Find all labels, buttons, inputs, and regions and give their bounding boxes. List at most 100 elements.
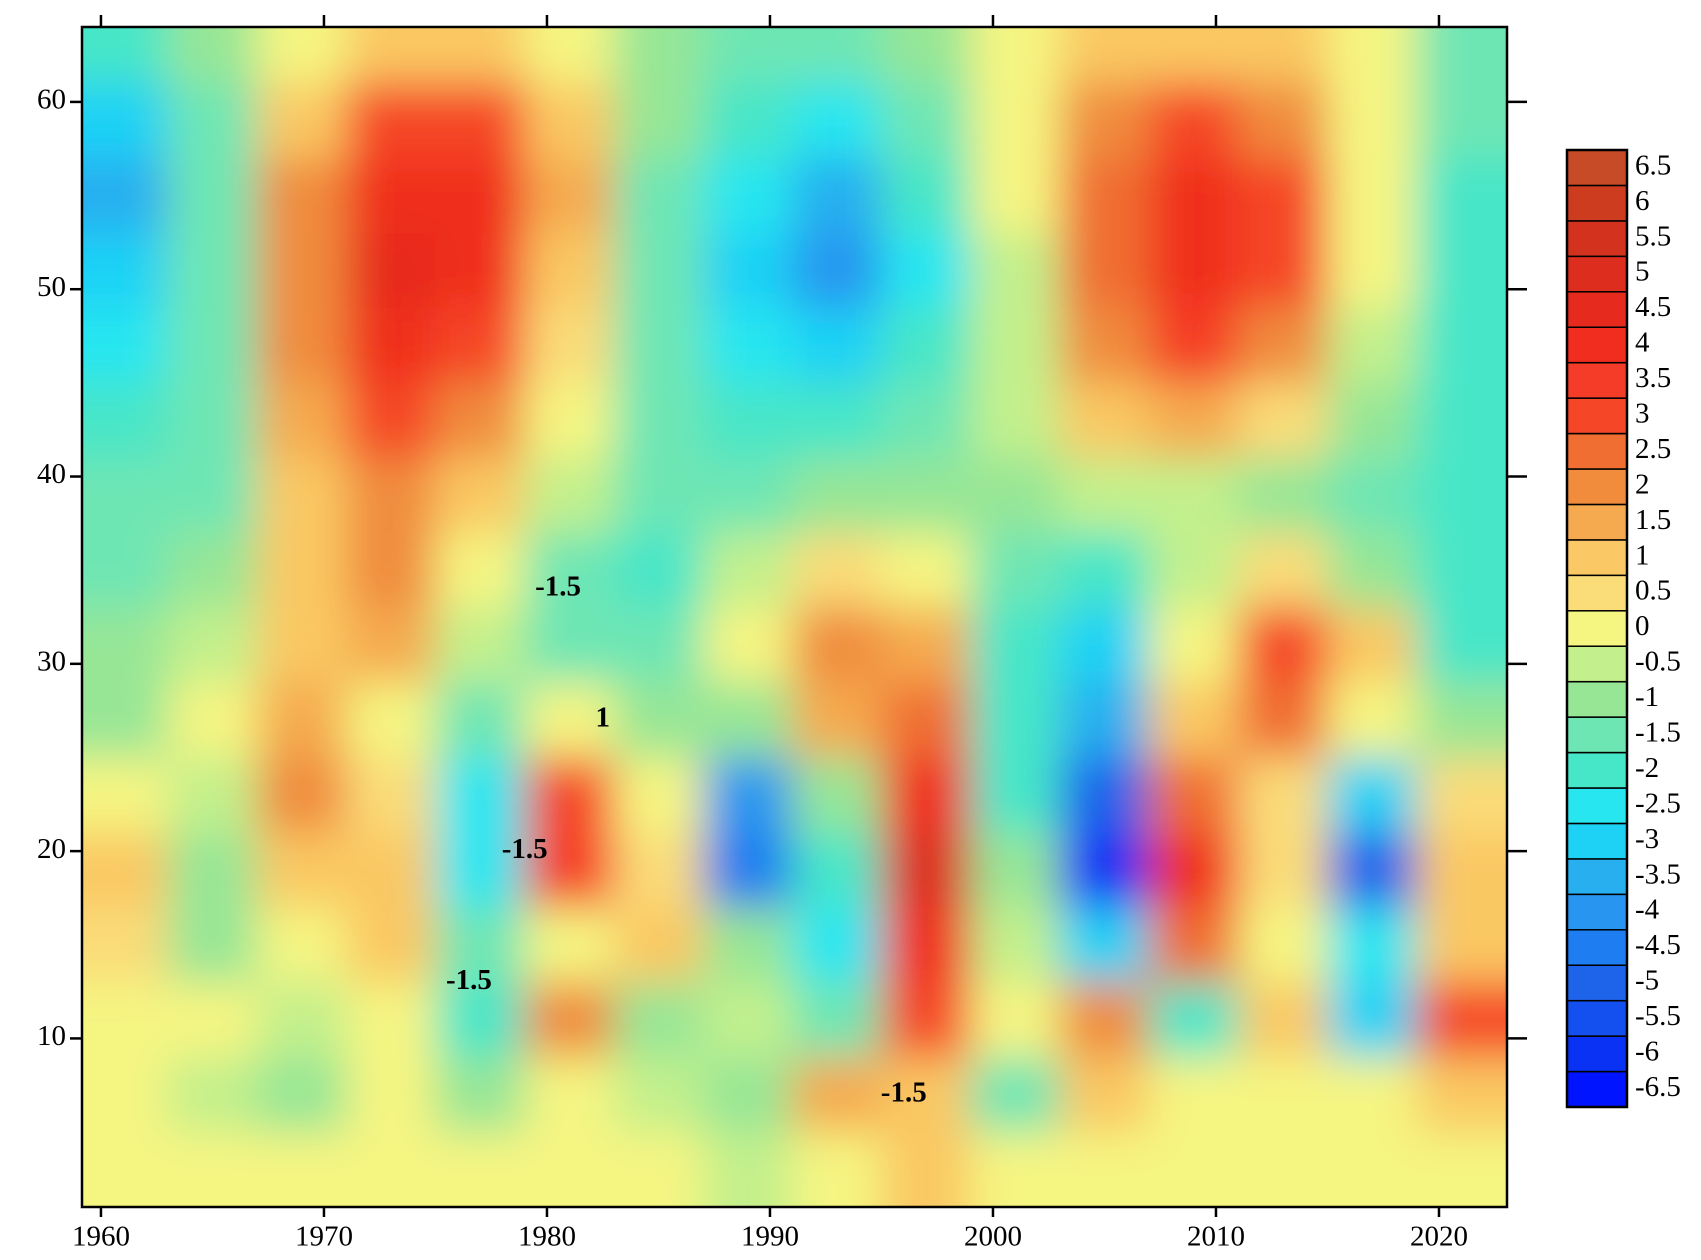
heat-cell: [1059, 457, 1151, 534]
heat-cell: [970, 682, 1061, 759]
heat-cell: [792, 1132, 883, 1207]
colorbar-label: -5.5: [1635, 1000, 1681, 1032]
x-tick-label: 2010: [1187, 1221, 1245, 1253]
colorbar-label: -2: [1635, 752, 1659, 784]
heat-cell: [435, 1132, 526, 1207]
heat-cell: [82, 1132, 169, 1207]
colorbar-label: 6.5: [1635, 149, 1671, 181]
colorbar-swatch: [1566, 716, 1628, 754]
colorbar-label: 6: [1635, 185, 1650, 217]
heat-cell: [435, 382, 526, 459]
heat-cell: [524, 382, 615, 459]
colorbar-label: 0.5: [1635, 575, 1671, 607]
colorbar-swatch: [1566, 468, 1628, 506]
heat-cell: [703, 457, 794, 534]
heat-cell: [1238, 83, 1329, 160]
x-tick-label: 2020: [1410, 1221, 1468, 1253]
heat-cell: [524, 757, 615, 834]
heat-cell: [346, 158, 437, 235]
heat-cells: [82, 27, 1507, 1207]
colorbar-swatch: [1566, 999, 1628, 1037]
heat-cell: [257, 1132, 348, 1207]
colorbar-swatch: [1566, 220, 1628, 258]
heat-cell: [524, 158, 615, 235]
heat-cell: [257, 532, 348, 609]
heat-cell: [1327, 27, 1418, 85]
colorbar-label: 4: [1635, 327, 1650, 359]
colorbar-label: 4.5: [1635, 291, 1671, 323]
heat-cell: [1416, 532, 1507, 609]
heat-cell: [346, 233, 437, 309]
colorbar-label: 3.5: [1635, 362, 1671, 394]
heat-cell: [167, 233, 259, 309]
heat-cell: [970, 607, 1061, 684]
heat-cell: [1416, 307, 1507, 384]
heat-cell: [435, 532, 526, 609]
heat-cell: [167, 158, 259, 235]
heat-cell: [970, 1132, 1061, 1207]
heat-cell: [524, 27, 615, 85]
colorbar-label: 5.5: [1635, 220, 1671, 252]
heat-cell: [1238, 682, 1329, 759]
heat-cell: [1059, 682, 1151, 759]
heat-cell: [167, 832, 259, 909]
heat-cell: [257, 158, 348, 235]
heat-cell: [1238, 907, 1329, 984]
heat-cell: [881, 532, 972, 609]
heat-cell: [703, 607, 794, 684]
heat-cell: [1327, 83, 1418, 160]
heat-cell: [1416, 682, 1507, 759]
heat-cell: [613, 158, 705, 235]
heat-cell: [792, 158, 883, 235]
heat-cell: [167, 1132, 259, 1207]
colorbar-label: -4: [1635, 894, 1660, 926]
heat-cell: [346, 1057, 437, 1134]
heat-cell: [1149, 907, 1240, 984]
plot-frame: [80, 25, 1509, 1209]
y-tick-label: 40: [37, 458, 66, 490]
heat-cell: [1416, 832, 1507, 909]
heat-cell: [792, 1057, 883, 1134]
heat-cell: [1238, 532, 1329, 609]
heat-cell: [613, 607, 705, 684]
heat-cell: [167, 607, 259, 684]
heat-cell: [613, 27, 705, 85]
heat-cell: [257, 1057, 348, 1134]
heat-cell: [1059, 382, 1151, 459]
heat-cell: [1149, 457, 1240, 534]
heat-cell: [82, 907, 169, 984]
heat-cell: [613, 83, 705, 160]
heat-cell: [1238, 158, 1329, 235]
heat-cell: [1416, 457, 1507, 534]
heat-cell: [1059, 307, 1151, 384]
heat-cell: [1059, 832, 1151, 909]
heat-cell: [1327, 1057, 1418, 1134]
heat-cell: [82, 233, 169, 309]
heat-cell: [435, 83, 526, 160]
heat-cell: [792, 682, 883, 759]
heat-cell: [1149, 682, 1240, 759]
heat-cell: [1149, 532, 1240, 609]
heat-cell: [881, 1057, 972, 1134]
heat-cell: [1149, 83, 1240, 160]
contour-label: -1.5: [502, 833, 548, 865]
heat-cell: [257, 457, 348, 534]
heat-cell: [1327, 757, 1418, 834]
heat-cell: [970, 307, 1061, 384]
heat-cell: [1059, 158, 1151, 235]
heat-cell: [346, 982, 437, 1059]
heat-cell: [881, 682, 972, 759]
colorbar-label: -1: [1635, 681, 1659, 713]
x-tick-label: 1990: [741, 1221, 799, 1253]
heat-cell: [703, 382, 794, 459]
heat-cell: [1327, 307, 1418, 384]
heat-cell: [613, 982, 705, 1059]
contour-label: -1.5: [535, 571, 581, 603]
y-tick-label: 10: [37, 1020, 66, 1052]
heat-cell: [167, 682, 259, 759]
heat-cell: [167, 907, 259, 984]
colorbar-swatch: [1566, 1070, 1628, 1108]
heat-cell: [881, 83, 972, 160]
heat-cell: [1238, 382, 1329, 459]
heat-cell: [1059, 907, 1151, 984]
